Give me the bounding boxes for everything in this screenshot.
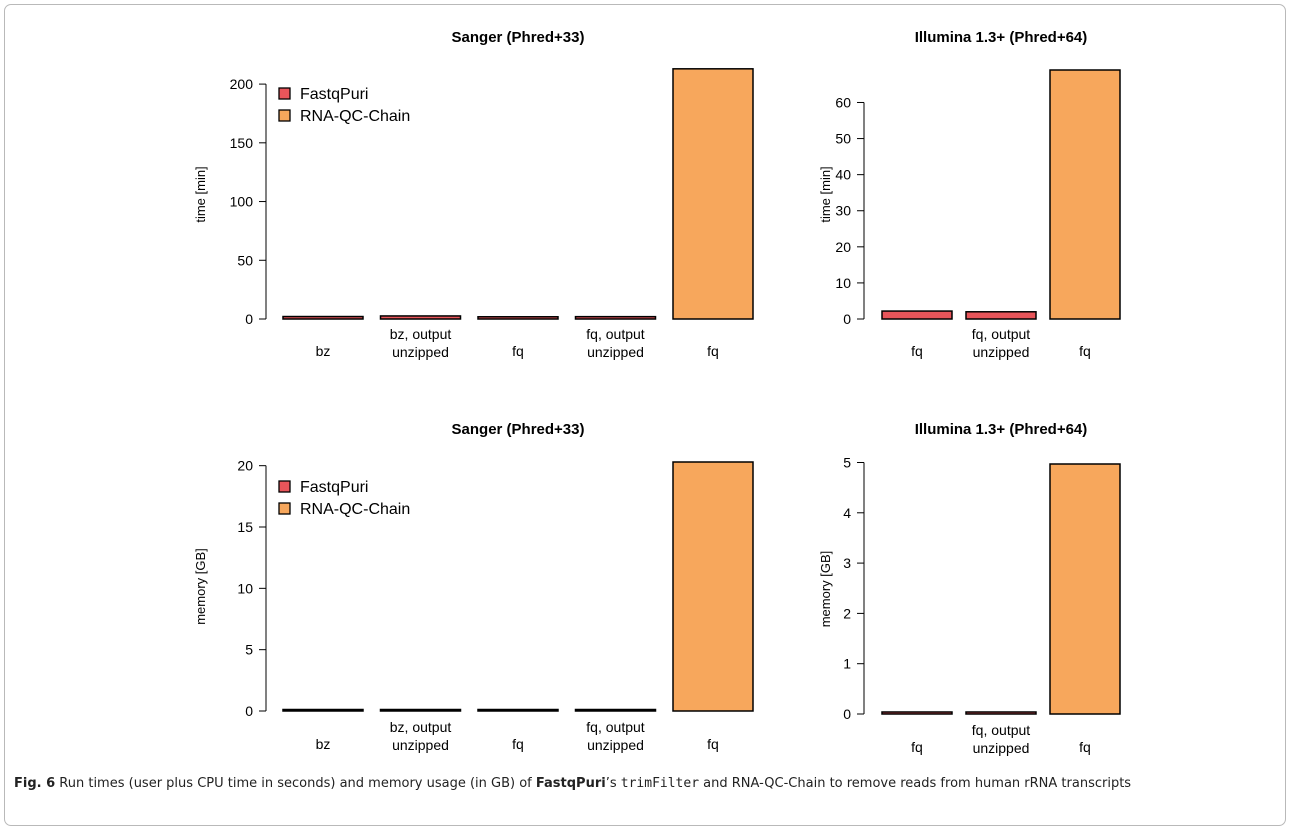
caption-text-3: and RNA-QC-Chain to remove reads from hu… [699,776,1132,791]
bar-1 [881,711,953,715]
legend-label: RNA-QC-Chain [300,501,410,518]
caption-function-name: trimFilter [620,776,700,791]
x-category-label: unzipped [392,344,449,360]
y-tick-label: 0 [843,706,851,722]
y-tick-label: 20 [237,458,253,474]
chart-panel-4: Illumina 1.3+ (Phred+64) 0 1 2 3 4 5 memory [GB… [818,421,1121,756]
x-category-label: fq, output [972,722,1030,738]
x-category-label: fq [911,343,923,359]
chart-title: Sanger (Phred+33) [452,421,585,438]
x-category-label: unzipped [587,344,644,360]
y-tick-label: 3 [843,555,851,571]
bar-5 [672,461,754,712]
bar-1 [282,708,364,712]
bar-2 [379,315,462,320]
y-tick-label: 2 [843,605,851,621]
y-tick-label: 40 [835,167,851,183]
caption-text-1: Run times (user plus CPU time in seconds… [55,776,536,791]
legend-label: FastqPuri [300,86,368,103]
bar-3 [1049,463,1121,715]
bar-1 [282,315,364,320]
y-tick-label: 15 [237,519,253,535]
y-axis-label: time [min] [818,166,833,222]
y-tick-label: 0 [843,311,851,327]
y-axis-label: time [min] [193,166,208,222]
legend-label: FastqPuri [300,479,368,496]
x-category-label: bz [316,736,331,752]
x-category-label: fq [512,736,524,752]
y-tick-label: 0 [245,311,253,327]
x-category-label: unzipped [392,737,449,753]
y-tick-label: 10 [835,275,851,291]
y-tick-label: 4 [843,505,851,521]
legend-swatch [278,87,291,100]
x-category-label: bz, output [390,719,452,735]
legend-swatch [278,480,291,493]
x-category-label: bz [316,343,331,359]
caption-tool-name: FastqPuri [535,776,606,791]
bar-3 [1049,69,1121,320]
x-category-label: unzipped [973,740,1030,756]
chart-panel-3: Sanger (Phred+33) 0 5 10 15 20 memory [GB] bz bz… [193,421,754,753]
y-tick-label: 10 [237,580,253,596]
y-axis-label: memory [GB] [818,551,833,628]
y-tick-label: 150 [230,135,254,151]
legend-label: RNA-QC-Chain [300,108,410,125]
y-tick-label: 5 [245,642,253,658]
chart-title: Sanger (Phred+33) [452,29,585,46]
figure-frame [4,4,1286,826]
x-category-label: fq, output [972,326,1030,342]
y-tick-label: 0 [245,703,253,719]
chart-panel-1: Sanger (Phred+33) 0 50 100 150 200 time [min] b… [193,29,754,360]
y-tick-label: 20 [835,239,851,255]
chart-title: Illumina 1.3+ (Phred+64) [915,29,1088,46]
caption-label: Fig. 6 [14,776,56,791]
y-tick-label: 50 [237,252,253,268]
y-tick-label: 60 [835,94,851,110]
chart-panel-2: Illumina 1.3+ (Phred+64) 0 10 20 30 40 50 60 tim… [818,29,1121,360]
x-category-label: fq, output [586,326,644,342]
y-tick-label: 5 [843,454,851,470]
x-category-label: fq [1079,739,1091,755]
bar-3 [477,708,559,712]
x-category-label: bz, output [390,326,452,342]
x-category-label: fq [707,343,719,359]
bar-1 [881,310,953,320]
caption-text-2: ’s [605,776,621,791]
y-tick-label: 200 [230,76,254,92]
y-tick-label: 30 [835,203,851,219]
bar-2 [965,311,1037,320]
x-category-label: fq [911,739,923,755]
y-tick-label: 50 [835,131,851,147]
bar-4 [574,708,657,712]
figure-caption: Fig. 6 Run times (user plus CPU time in … [14,772,1234,796]
y-tick-label: 100 [230,194,254,210]
legend-swatch [278,109,291,122]
bar-3 [477,316,559,320]
x-category-label: unzipped [973,344,1030,360]
x-category-label: fq [512,343,524,359]
bar-2 [379,708,462,712]
legend-swatch [278,502,291,515]
bar-5 [672,68,754,320]
bar-4 [574,315,657,320]
chart-title: Illumina 1.3+ (Phred+64) [915,421,1088,438]
x-category-label: fq [1079,343,1091,359]
x-category-label: unzipped [587,737,644,753]
x-category-label: fq [707,736,719,752]
bar-2 [965,711,1037,715]
y-axis-label: memory [GB] [193,548,208,625]
y-tick-label: 1 [843,656,851,672]
x-category-label: fq, output [586,719,644,735]
